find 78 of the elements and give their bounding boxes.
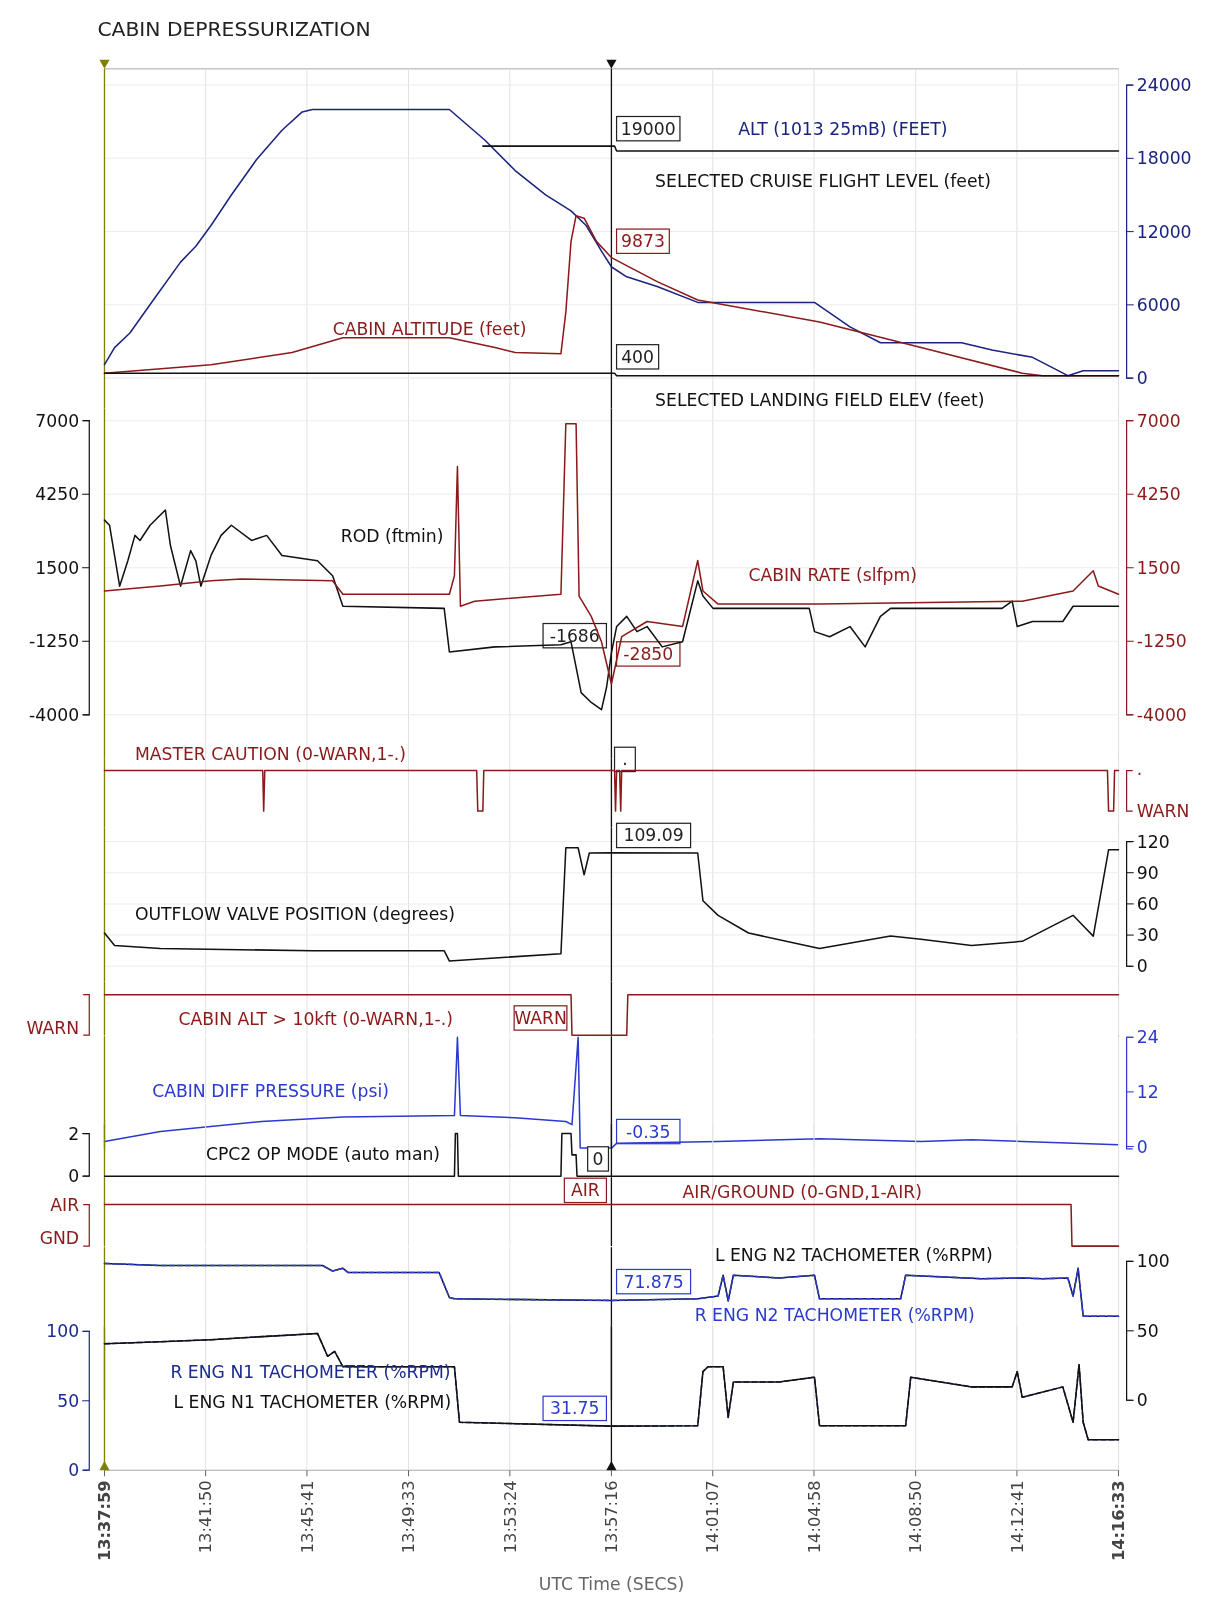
x-tick-label: 14:04:58 (804, 1480, 824, 1554)
y-tick-label: -1250 (29, 631, 80, 652)
y2-tick-label: 50 (1136, 1320, 1159, 1341)
text: WARN (1136, 801, 1190, 822)
annotation: -1686 (549, 625, 600, 646)
y2-tick-label: 12 (1136, 1081, 1159, 1102)
series-label: ROD (ftmin) (340, 526, 444, 547)
annotation: 0 (592, 1148, 604, 1169)
y2-tick-label: 0 (1136, 956, 1148, 977)
series-label: CABIN DIFF PRESSURE (psi) (152, 1081, 389, 1102)
text: ALT (1013 25mB) (FEET) (738, 118, 948, 139)
y-tick-label: 1500 (35, 557, 80, 578)
text: . (622, 749, 628, 770)
series-label: MASTER CAUTION (0-WARN,1-.) (134, 744, 406, 765)
y-tick-label: 7000 (35, 410, 80, 431)
annotation: 71.875 (623, 1271, 684, 1292)
series-label: CABIN RATE (slfpm) (748, 564, 917, 585)
annotation: 31.75 (550, 1398, 600, 1419)
y-tick-label: 0 (68, 1460, 80, 1481)
y2-tick-label: 18000 (1136, 148, 1192, 169)
chart-title: CABIN DEPRESSURIZATION (97, 17, 371, 42)
annotation: 109.09 (623, 825, 684, 846)
text: AIR (50, 1194, 80, 1215)
y2-tick-label: -4000 (1136, 704, 1187, 725)
series-label: CABIN ALTITUDE (feet) (332, 318, 527, 339)
y-tick-label: 4250 (35, 484, 80, 505)
y2-tick-label: 120 (1136, 831, 1170, 852)
y-tick-label: 0 (68, 1166, 80, 1187)
annotation: 9873 (621, 231, 665, 252)
text: AIR (570, 1180, 600, 1201)
series-label: CABIN ALT > 10kft (0-WARN,1-.) (178, 1009, 454, 1030)
y2-tick-label: -1250 (1136, 631, 1187, 652)
y2-tick-label: 0 (1136, 1136, 1148, 1157)
y2-tick-label: 0 (1136, 1390, 1148, 1411)
x-tick-label: 13:41:50 (196, 1480, 216, 1554)
y2-tick-label: 12000 (1136, 221, 1192, 242)
x-tick-label: 14:08:50 (906, 1480, 926, 1554)
annotation: WARN (514, 1008, 567, 1029)
x-tick-label: 13:45:41 (297, 1480, 317, 1554)
x-tick-label: 14:01:07 (703, 1480, 723, 1554)
annotation: -0.35 (625, 1121, 671, 1142)
x-tick-label: 13:57:16 (602, 1480, 622, 1554)
y2-tick-label: 24000 (1136, 75, 1192, 96)
y2-tick-label: 6000 (1136, 294, 1181, 315)
x-axis-title: UTC Time (SECS) (538, 1573, 685, 1594)
annotation: 400 (621, 346, 655, 367)
series-label: AIR/GROUND (0-GND,1-AIR) (682, 1182, 922, 1203)
y-tick-label: 100 (46, 1321, 80, 1342)
text: . (1136, 758, 1143, 779)
text: WARN (26, 1018, 80, 1039)
annotation: -2850 (623, 643, 674, 664)
y2-tick-label: 60 (1136, 893, 1159, 914)
text: GND (39, 1228, 80, 1249)
y2-tick-label: 30 (1136, 925, 1159, 946)
y2-tick-label: 7000 (1136, 410, 1181, 431)
y-tick-label: -4000 (29, 704, 80, 725)
y2-tick-label: 4250 (1136, 484, 1181, 505)
y2-tick-label: 90 (1136, 862, 1159, 883)
series-label: SELECTED LANDING FIELD ELEV (feet) (655, 389, 985, 410)
y2-tick-label: 1500 (1136, 557, 1181, 578)
y2-tick-label: 0 (1136, 368, 1148, 389)
y2-tick-label: 24 (1136, 1027, 1159, 1048)
x-tick-label: 14:12:41 (1007, 1480, 1027, 1554)
y-tick-label: 2 (68, 1123, 80, 1144)
series-label: R ENG N2 TACHOMETER (%RPM) (694, 1305, 975, 1326)
x-tick-label: 14:16:33 (1109, 1480, 1129, 1562)
annotation: 19000 (620, 118, 676, 139)
series-label: SELECTED CRUISE FLIGHT LEVEL (feet) (655, 171, 991, 192)
series-label: L ENG N2 TACHOMETER (%RPM) (714, 1245, 993, 1266)
series-label: CPC2 OP MODE (auto man) (205, 1143, 441, 1164)
x-tick-label: 13:49:33 (399, 1480, 419, 1554)
y-tick-label: 50 (57, 1390, 80, 1411)
y2-tick-label: 100 (1136, 1251, 1170, 1272)
series-label: L ENG N1 TACHOMETER (%RPM) (173, 1392, 452, 1413)
series-label: R ENG N1 TACHOMETER (%RPM) (170, 1361, 451, 1382)
x-tick-label: 13:37:59 (95, 1480, 115, 1562)
series-label: OUTFLOW VALVE POSITION (degrees) (134, 903, 455, 924)
x-tick-label: 13:53:24 (500, 1480, 520, 1554)
